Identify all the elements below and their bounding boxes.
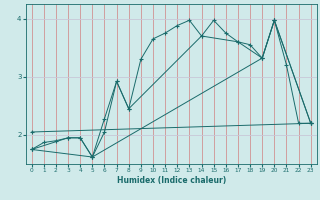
X-axis label: Humidex (Indice chaleur): Humidex (Indice chaleur) bbox=[116, 176, 226, 185]
